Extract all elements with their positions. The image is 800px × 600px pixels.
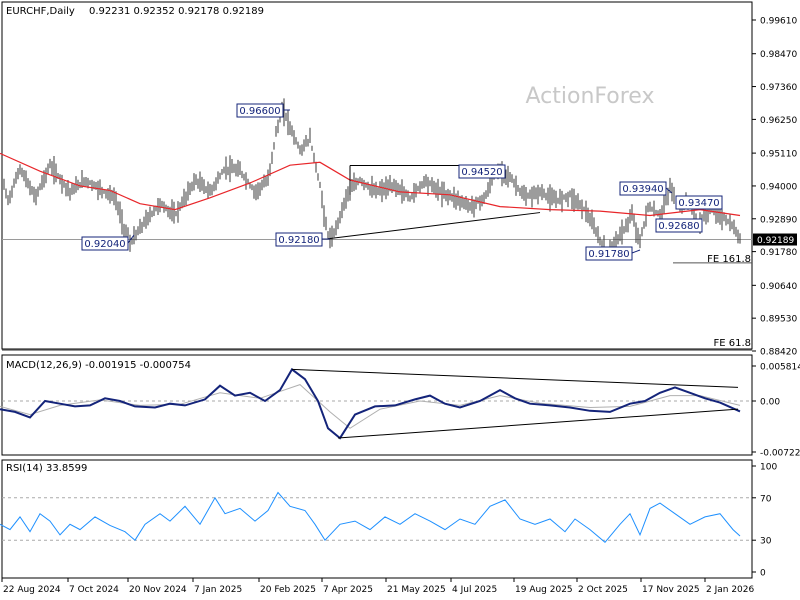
rsi-layer: 100 70 30 0 [0, 463, 777, 579]
current-price-label: 0.92189 [757, 236, 794, 246]
watermark: ActionForex [526, 84, 655, 109]
moving-average-line [0, 152, 741, 217]
price-label: 0.91780 [588, 249, 629, 260]
price-label-box [458, 164, 506, 179]
x-tick-label: 21 May 2025 [387, 585, 446, 595]
support-trendline [327, 212, 541, 240]
price-label: 0.96600 [239, 106, 280, 117]
price-y-tick-label: 0.99610 [760, 17, 797, 27]
macd-layer: 0.005814 0.00 -0.007222 [0, 363, 800, 459]
x-tick-label: 7 Oct 2024 [69, 585, 119, 595]
x-tick-label: 2 Jan 2026 [706, 585, 754, 595]
label-leader [665, 187, 673, 194]
price-label: 0.92180 [278, 235, 319, 246]
price-label-box [585, 246, 633, 261]
price-annotations: 0.96600 0.92040 0.92180 0.94520 0.93940 0.934… [81, 103, 751, 349]
x-tick-label: 2 Oct 2025 [578, 585, 628, 595]
price-y-tick-label: 0.91780 [760, 248, 797, 258]
macd-y-tick-label: 0.00 [760, 398, 780, 408]
price-y-tick-label: 0.95110 [760, 150, 797, 160]
label-leader [631, 249, 641, 254]
macd-upper-trendline [291, 368, 739, 388]
price-label-box [81, 236, 129, 251]
symbol-label: EURCHF,Daily [6, 6, 75, 17]
price-y-tick-label: 0.90640 [760, 282, 797, 292]
macd-panel-frame [1, 354, 753, 456]
rsi-panel-frame [1, 459, 753, 579]
rsi-y-tick-label: 30 [760, 537, 772, 547]
price-label: 0.93940 [622, 184, 663, 195]
x-tick-label: 22 Aug 2024 [3, 585, 61, 595]
current-price-marker [753, 233, 797, 246]
price-y-tick-label: 0.92890 [760, 215, 797, 225]
price-y-tick-label: 0.98470 [760, 50, 797, 60]
price-y-tick-label: 0.89530 [760, 315, 797, 325]
macd-signal-line [0, 384, 741, 429]
price-label: 0.94520 [461, 167, 502, 178]
macd-line [0, 367, 741, 440]
x-tick-label: 7 Apr 2025 [323, 585, 373, 595]
price-y-tick-label: 0.97360 [760, 83, 797, 93]
price-y-tick-label: 0.94000 [760, 182, 797, 192]
price-bars [3, 98, 741, 259]
x-tick-label: 4 Jul 2025 [452, 585, 497, 595]
x-tick-label: 19 Aug 2025 [515, 585, 573, 595]
x-tick-label: 17 Nov 2025 [642, 585, 700, 595]
rsi-y-tick-label: 100 [760, 463, 777, 473]
x-axis: 22 Aug 2024 7 Oct 2024 20 Nov 2024 7 Jan 20… [1, 578, 754, 595]
price-label: 0.92040 [84, 239, 125, 250]
ohlc-values: 0.92231 0.92352 0.92178 0.92189 [89, 6, 264, 17]
fe-161-label: FE 161.8 [707, 254, 751, 265]
rsi-title: RSI(14) 33.8599 [6, 463, 87, 474]
price-label-box [675, 195, 723, 210]
label-leader [127, 234, 135, 244]
macd-title: MACD(12,26,9) -0.001915 -0.000754 [6, 360, 191, 371]
price-y-tick-label: 0.96250 [760, 116, 797, 126]
x-tick-label: 20 Nov 2024 [129, 585, 187, 595]
price-panel-frame [1, 1, 753, 350]
rsi-y-tick-label: 0 [760, 569, 766, 579]
price-reference-lines [2, 239, 752, 351]
x-tick-label: 20 Feb 2025 [260, 585, 316, 595]
rsi-y-tick-label: 70 [760, 494, 772, 504]
price-y-axis: 0.99610 0.98470 0.97360 0.96250 0.95110 0.940… [752, 17, 797, 358]
price-label: 0.93470 [678, 198, 719, 209]
price-label: 0.92680 [658, 221, 699, 232]
price-label-box [655, 218, 703, 233]
macd-y-tick-label: -0.007222 [760, 449, 800, 459]
x-tick-label: 7 Jan 2025 [194, 585, 242, 595]
rsi-line [0, 491, 741, 544]
macd-y-tick-label: 0.005814 [760, 363, 800, 373]
fe-61-label: FE 61.8 [713, 338, 751, 349]
price-y-tick-label: 0.88420 [760, 348, 797, 358]
macd-lower-trendline [337, 408, 739, 439]
